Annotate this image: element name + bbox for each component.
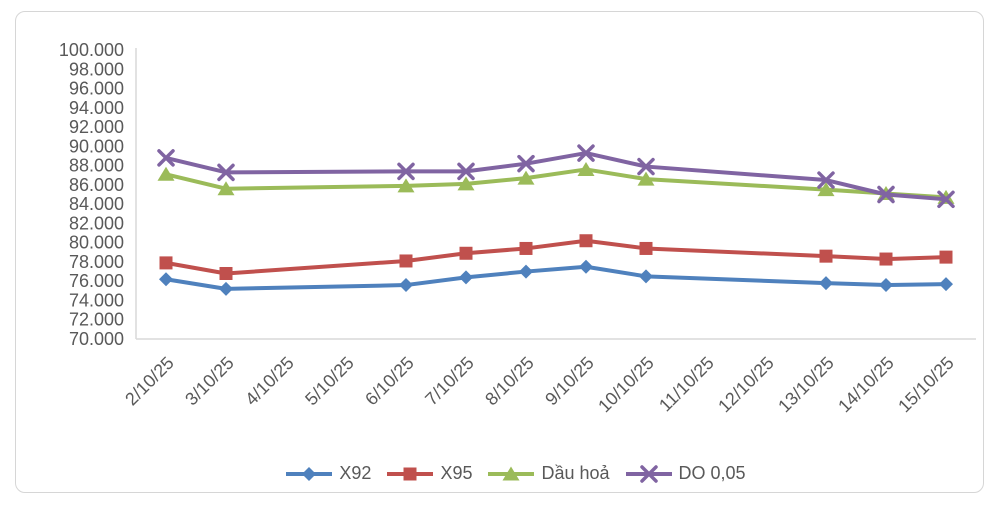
marker-square	[399, 254, 413, 268]
marker-x	[577, 144, 595, 162]
marker-square	[639, 241, 653, 255]
marker-square	[579, 234, 593, 248]
marker-triangle	[517, 170, 535, 185]
marker-square	[403, 467, 417, 480]
marker-x	[637, 157, 655, 176]
y-tick-label: 82.000	[69, 213, 124, 233]
series-line-DO 0,05	[165, 151, 947, 202]
marker-diamond	[159, 272, 173, 287]
marker-diamond	[879, 278, 893, 293]
x-tick-label: 15/10/25	[894, 353, 958, 417]
legend-x-icon	[625, 464, 672, 483]
marker-diamond	[399, 278, 413, 293]
marker-diamond	[639, 269, 653, 284]
marker-diamond	[819, 276, 833, 291]
x-tick-label: 12/10/25	[714, 353, 778, 417]
marker-triangle	[637, 171, 655, 186]
legend-label: Dầu hoả	[541, 463, 610, 483]
marker-diamond	[939, 277, 953, 292]
marker-square	[219, 266, 233, 280]
marker-x	[397, 162, 415, 181]
y-tick-label: 86.000	[69, 175, 124, 195]
marker-triangle	[577, 161, 595, 176]
marker-x	[517, 154, 535, 173]
chart-card: 100.000 98.000 96.000 94.000 92.000 90.000 88.…	[15, 11, 984, 493]
y-tick-label: 96.000	[69, 79, 124, 99]
marker-triangle	[817, 182, 835, 197]
legend-triangle-icon	[488, 466, 535, 480]
legend-label: DO 0,05	[678, 463, 746, 483]
x-tick-label: 4/10/25	[241, 353, 298, 410]
marker-diamond	[579, 259, 593, 274]
marker-x	[157, 149, 175, 167]
legend-item-X92: X92	[286, 463, 371, 484]
marker-diamond	[302, 466, 317, 481]
marker-x	[457, 162, 475, 181]
series-line-X92	[165, 264, 947, 291]
y-tick-label: 84.000	[69, 194, 124, 214]
legend-square-icon	[387, 467, 434, 480]
x-tick-label: 3/10/25	[181, 353, 238, 410]
x-tick-label: 10/10/25	[594, 353, 658, 417]
y-tick-label: 94.000	[69, 98, 124, 118]
marker-x	[217, 163, 235, 182]
marker-square	[519, 241, 533, 255]
series-line-X95	[165, 238, 947, 276]
y-tick-label: 98.000	[69, 59, 124, 79]
marker-x	[937, 190, 955, 209]
marker-x	[639, 464, 658, 483]
y-tick-label: 78.000	[69, 252, 124, 272]
marker-diamond	[519, 264, 533, 279]
fuel-price-line-chart: 100.00098.00096.00094.00092.00090.00088.…	[59, 40, 976, 417]
x-tick-label: 8/10/25	[481, 353, 538, 410]
legend-label: X92	[339, 463, 372, 483]
marker-triangle	[502, 466, 520, 480]
y-tick-label: 90.000	[69, 136, 124, 156]
x-tick-label: 11/10/25	[655, 353, 718, 416]
y-tick-label: 100.000	[59, 40, 124, 60]
legend-item-X95: X95	[387, 463, 472, 484]
marker-square	[939, 250, 953, 264]
marker-triangle	[157, 166, 175, 181]
marker-x	[877, 185, 895, 204]
y-tick-label: 70.000	[69, 329, 124, 349]
marker-diamond	[459, 270, 473, 285]
marker-square	[879, 252, 893, 266]
chart-legend: X92 X95 Dầu hoả DO 0,05	[16, 463, 1000, 484]
legend-diamond-icon	[286, 466, 333, 481]
marker-triangle	[397, 178, 415, 193]
y-tick-label: 72.000	[69, 310, 124, 330]
legend-item-Dầu hoả: Dầu hoả	[488, 463, 610, 484]
x-tick-label: 14/10/25	[834, 353, 898, 417]
marker-triangle	[217, 181, 235, 196]
legend-label: X95	[440, 463, 473, 483]
x-tick-label: 13/10/25	[774, 353, 838, 417]
marker-x	[817, 171, 835, 189]
x-tick-label: 7/10/25	[421, 353, 478, 410]
marker-diamond	[219, 281, 233, 296]
y-tick-label: 74.000	[69, 290, 124, 310]
series-line-Dầu hoả	[165, 167, 947, 200]
y-tick-label: 92.000	[69, 117, 124, 137]
x-tick-label: 5/10/25	[301, 353, 358, 410]
x-tick-label: 2/10/25	[121, 353, 178, 410]
marker-square	[819, 249, 833, 263]
marker-triangle	[457, 176, 475, 191]
marker-square	[459, 246, 473, 260]
y-tick-label: 80.000	[69, 233, 124, 253]
y-tick-label: 76.000	[69, 271, 124, 291]
x-tick-label: 9/10/25	[541, 353, 598, 410]
marker-square	[159, 256, 173, 270]
legend-item-DO 0,05: DO 0,05	[625, 463, 746, 484]
x-tick-label: 6/10/25	[361, 353, 418, 410]
y-tick-label: 88.000	[69, 156, 124, 176]
